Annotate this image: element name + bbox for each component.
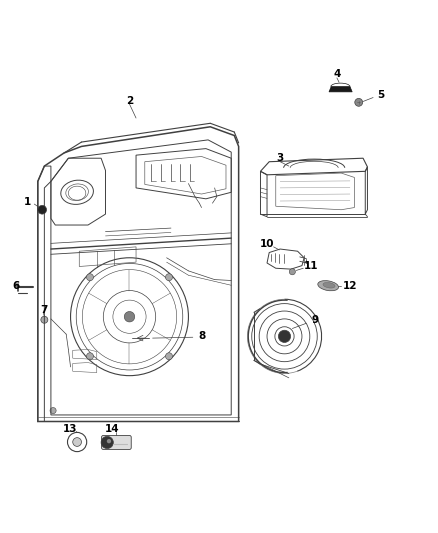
Text: 8: 8 <box>198 332 205 341</box>
Circle shape <box>50 408 56 414</box>
Ellipse shape <box>323 282 335 288</box>
Circle shape <box>86 274 93 281</box>
Text: 3: 3 <box>276 153 284 163</box>
Circle shape <box>279 330 290 343</box>
Text: 14: 14 <box>105 424 119 434</box>
Text: 6: 6 <box>12 281 20 291</box>
Circle shape <box>355 99 363 106</box>
Text: 1: 1 <box>24 197 32 207</box>
Circle shape <box>101 437 113 449</box>
Text: 9: 9 <box>311 315 318 325</box>
Circle shape <box>166 353 173 360</box>
Circle shape <box>86 353 93 360</box>
Circle shape <box>289 269 295 275</box>
Text: 2: 2 <box>126 95 133 106</box>
Polygon shape <box>329 87 352 92</box>
Text: 7: 7 <box>40 305 47 315</box>
Circle shape <box>107 439 111 443</box>
Circle shape <box>41 316 48 323</box>
FancyBboxPatch shape <box>102 435 131 449</box>
Circle shape <box>73 438 81 446</box>
Text: 12: 12 <box>343 281 357 290</box>
Text: 4: 4 <box>333 69 341 79</box>
Text: 10: 10 <box>260 239 274 249</box>
Text: 5: 5 <box>377 91 384 100</box>
Circle shape <box>124 311 135 322</box>
Text: 11: 11 <box>304 261 318 271</box>
Circle shape <box>166 274 173 281</box>
Ellipse shape <box>318 281 339 291</box>
Text: 13: 13 <box>64 424 78 434</box>
Circle shape <box>38 205 46 214</box>
